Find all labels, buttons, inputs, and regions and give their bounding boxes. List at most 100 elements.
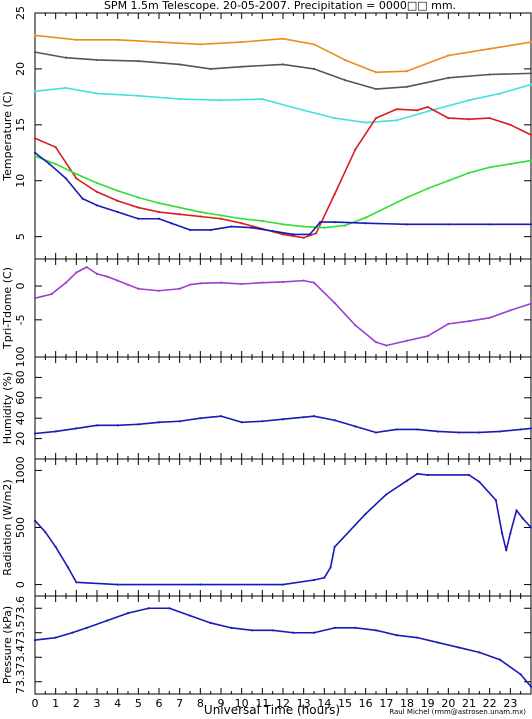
tpri-tdome-point-purple	[199, 282, 202, 285]
temperature-point-blue	[157, 217, 161, 220]
tpri-tdome-point-purple	[178, 287, 181, 290]
temperature-point-red	[529, 133, 532, 136]
humidity-point-blue	[333, 419, 336, 422]
temperature-point-blue	[95, 204, 99, 207]
y-tick-label: -5	[14, 314, 27, 325]
temperature-point-green	[178, 206, 181, 209]
radiation-point-blue	[521, 517, 524, 520]
temperature-point-green	[385, 206, 388, 209]
temperature-point-gray	[95, 58, 99, 62]
pressure-y-label: Pressure (kPa)	[1, 606, 14, 684]
humidity-point-blue	[374, 431, 378, 434]
temperature-point-cyan	[137, 94, 140, 97]
y-tick-label: 500	[14, 517, 27, 538]
temperature-point-blue	[271, 229, 274, 233]
pressure-point-blue	[416, 636, 419, 639]
y-tick-label: 1000	[14, 456, 27, 484]
humidity-point-blue	[137, 423, 140, 426]
temperature-point-green	[240, 217, 243, 220]
temperature-point-blue	[81, 197, 84, 200]
x-tick-label: 20	[441, 697, 455, 710]
temperature-point-cyan	[467, 99, 471, 102]
temperature-point-green	[199, 210, 202, 214]
temperature-point-blue	[319, 221, 322, 224]
x-axis-label: Universal Time (hours)	[204, 703, 340, 717]
x-tick-label: 3	[94, 697, 101, 710]
tpri-tdome-y-label: Tpri-Tdome (C)	[1, 267, 14, 350]
temperature-point-blue	[170, 222, 173, 225]
temperature-point-blue	[188, 228, 192, 232]
pressure-point-blue	[395, 634, 398, 637]
tpri-tdome-point-purple	[126, 283, 130, 286]
temperature-point-red	[157, 210, 161, 214]
temperature-point-green	[281, 223, 285, 226]
tpri-tdome-point-purple	[85, 266, 88, 269]
temperature-point-gray	[64, 56, 68, 59]
tpri-tdome-point-purple	[157, 289, 161, 292]
temperature-point-blue	[230, 225, 233, 228]
y-tick-label: 0	[14, 581, 27, 588]
humidity-point-blue	[529, 427, 532, 430]
temperature-point-orange	[529, 40, 532, 44]
temperature-point-green	[488, 166, 491, 169]
tpri-tdome-point-purple	[219, 281, 223, 284]
tpri-tdome-point-purple	[33, 297, 37, 300]
y-tick-label: 5	[14, 233, 27, 240]
tpri-tdome-point-purple	[354, 324, 357, 327]
temperature-point-cyan	[302, 109, 305, 112]
x-tick-label: 1	[52, 697, 59, 710]
temperature-point-red	[281, 233, 285, 236]
humidity-point-blue	[395, 428, 398, 431]
temperature-point-green	[529, 159, 532, 162]
temperature-point-blue	[529, 223, 532, 226]
pressure-point-blue	[478, 651, 481, 654]
temperature-point-gray	[178, 63, 181, 66]
temperature-point-cyan	[261, 98, 264, 101]
tpri-tdome-point-purple	[106, 275, 109, 278]
chart-title: SPM 1.5m Telescope. 20-05-2007. Precipit…	[104, 0, 456, 12]
tpri-tdome-point-purple	[64, 281, 68, 284]
temperature-point-gray	[529, 72, 532, 75]
temperature-point-red	[54, 146, 57, 149]
temperature-point-green	[323, 226, 326, 229]
temperature-point-green	[54, 162, 57, 166]
temperature-point-red	[314, 232, 318, 235]
pressure-point-blue	[209, 621, 212, 625]
radiation-point-blue	[509, 532, 512, 535]
radiation-point-blue	[75, 581, 78, 584]
temperature-point-blue	[308, 233, 311, 236]
temperature-point-red	[178, 213, 181, 216]
radiation-point-blue	[323, 576, 326, 579]
temperature-point-red	[302, 236, 305, 239]
tpri-tdome-point-purple	[116, 279, 119, 282]
radiation-series-blue	[34, 473, 532, 586]
tpri-tdome-point-purple	[405, 339, 409, 342]
tpri-tdome-point-purple	[447, 322, 450, 325]
humidity-point-blue	[33, 432, 37, 435]
humidity-point-blue	[178, 420, 181, 423]
radiation-point-blue	[44, 530, 47, 534]
temperature-point-orange	[405, 70, 409, 73]
pressure-point-blue	[457, 646, 460, 649]
y-tick-label: 60	[14, 391, 27, 405]
x-tick-label: 8	[197, 697, 204, 710]
pressure-point-blue	[333, 626, 336, 629]
y-tick-label: 73.3	[14, 670, 27, 695]
humidity-point-blue	[436, 430, 440, 433]
temperature-point-green	[447, 179, 450, 182]
temperature-series-blue	[34, 152, 531, 236]
tpri-tdome-point-purple	[261, 281, 264, 284]
temperature-point-red	[219, 217, 223, 220]
temperature-point-orange	[374, 71, 378, 74]
pressure-point-blue	[529, 685, 532, 688]
temperature-point-cyan	[64, 86, 68, 90]
temperature-point-blue	[333, 221, 336, 224]
temperature-point-gray	[137, 59, 140, 63]
tpri-tdome-point-purple	[426, 334, 429, 338]
radiation-frame	[34, 458, 532, 597]
temperature-point-gray	[447, 76, 450, 79]
temperature-point-green	[405, 196, 409, 199]
